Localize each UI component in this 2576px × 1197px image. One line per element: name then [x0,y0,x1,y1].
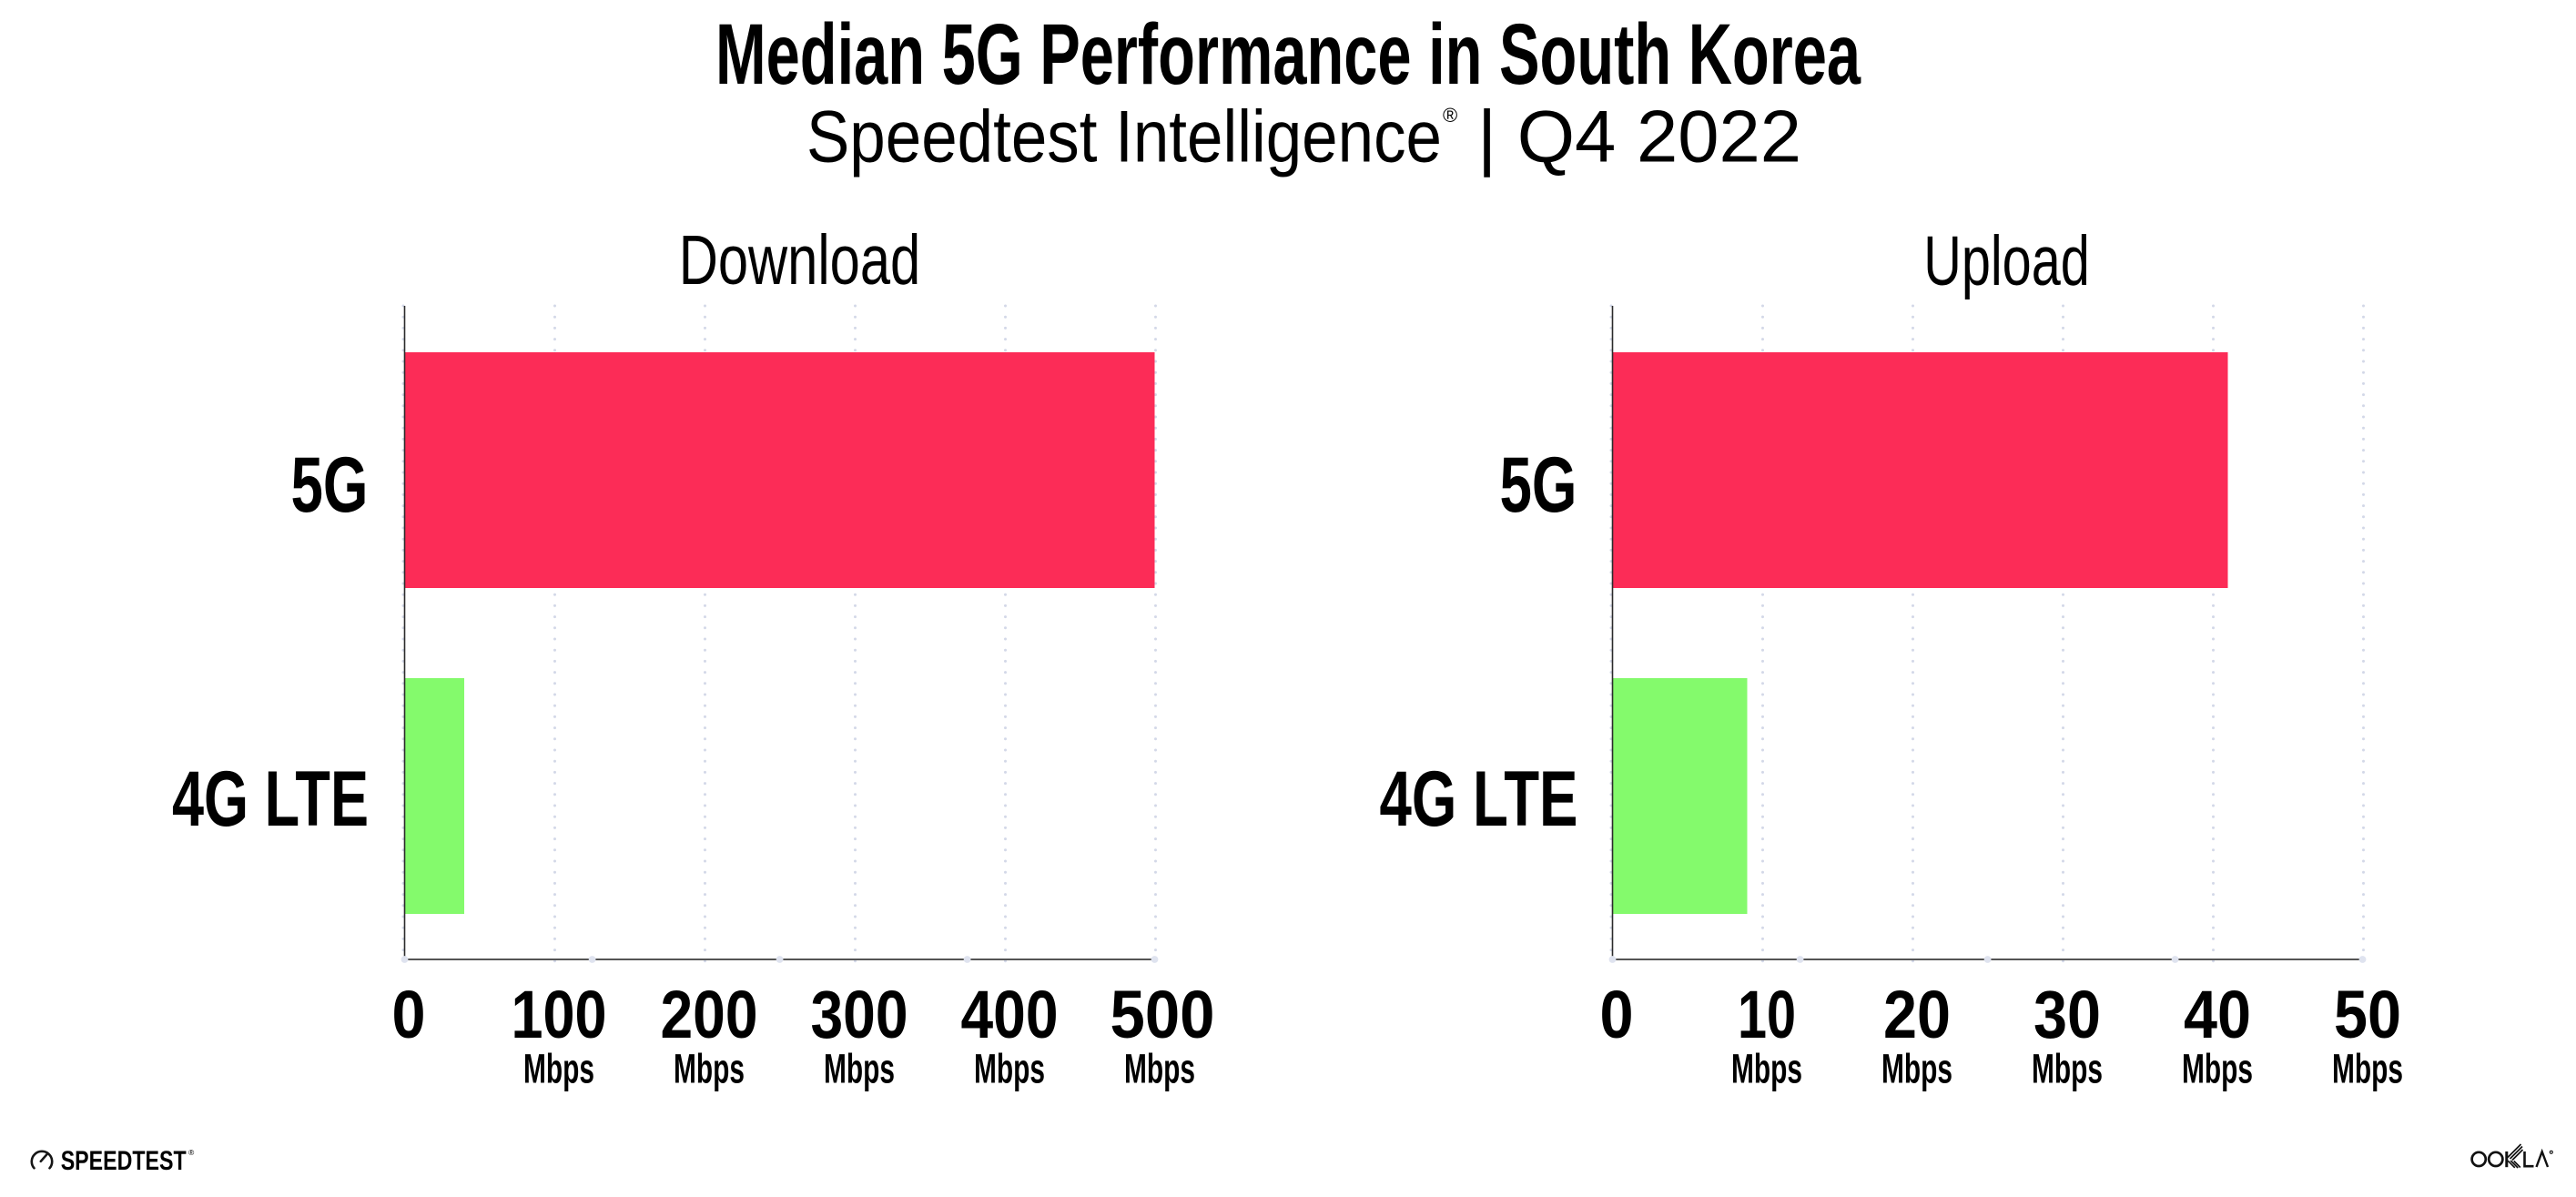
svg-text:Mbps: Mbps [1731,1046,1802,1092]
svg-text:Mbps: Mbps [674,1046,745,1092]
svg-text:Mbps: Mbps [974,1046,1045,1092]
svg-text:0: 0 [1600,977,1634,1052]
svg-text:4G LTE: 4G LTE [1380,756,1578,843]
svg-text:300: 300 [811,977,908,1052]
svg-text:10: 10 [1738,977,1796,1052]
svg-text:5G: 5G [1500,441,1577,529]
svg-text:Mbps: Mbps [2182,1046,2253,1092]
svg-text:SPEEDTEST: SPEEDTEST [61,1146,187,1176]
svg-text:Download: Download [679,221,921,299]
svg-text:400: 400 [961,977,1059,1052]
svg-text:Mbps: Mbps [1124,1046,1195,1092]
svg-text:Mbps: Mbps [1881,1046,1952,1092]
svg-text:®: ® [188,1148,195,1157]
svg-text:5G: 5G [291,441,369,529]
svg-text:20: 20 [1883,977,1951,1052]
svg-text:Speedtest Intelligence: Speedtest Intelligence [806,96,1442,178]
svg-text:Upload: Upload [1923,222,2090,300]
svg-text:Mbps: Mbps [2332,1046,2403,1092]
svg-text:0: 0 [392,977,426,1052]
svg-text:30: 30 [2033,977,2101,1052]
svg-text:200: 200 [661,977,758,1052]
svg-text:500: 500 [1111,977,1215,1052]
svg-text:40: 40 [2184,977,2251,1052]
svg-text:4G LTE: 4G LTE [172,756,369,843]
svg-text:100: 100 [512,977,607,1052]
svg-text:50: 50 [2334,977,2401,1052]
svg-text:®: ® [1443,104,1457,127]
svg-text:Mbps: Mbps [824,1046,895,1092]
svg-text:Median 5G Performance in South: Median 5G Performance in South Korea [715,6,1861,103]
svg-text:Mbps: Mbps [2032,1046,2103,1092]
svg-text:| Q4 2022: | Q4 2022 [1477,96,1801,178]
svg-text:Mbps: Mbps [523,1046,594,1092]
